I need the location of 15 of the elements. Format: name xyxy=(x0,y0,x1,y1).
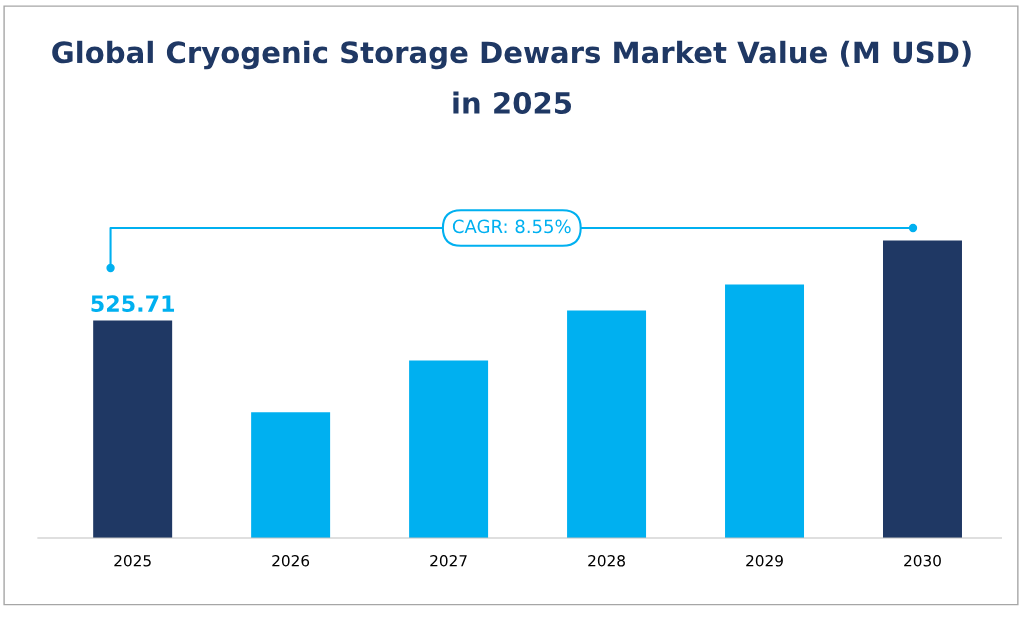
bar xyxy=(725,284,805,539)
x-tick-label: 2029 xyxy=(746,554,783,567)
bar xyxy=(93,320,173,539)
bar xyxy=(567,310,647,539)
x-tick-label: 2027 xyxy=(430,554,467,567)
x-tick-label: 2030 xyxy=(904,554,941,567)
x-tick-label: 2028 xyxy=(588,554,625,567)
bar xyxy=(409,360,489,539)
bar xyxy=(251,412,331,539)
x-tick-label: 2026 xyxy=(272,554,310,567)
x-tick-label: 2025 xyxy=(114,554,151,567)
text: CAGR: 8.55% xyxy=(452,219,571,234)
chart-title: Global Cryogenic Storage Dewars Market Value (M USD) in 2025 xyxy=(52,40,971,114)
data-label: 525.71 xyxy=(91,295,175,312)
bar xyxy=(883,240,962,539)
